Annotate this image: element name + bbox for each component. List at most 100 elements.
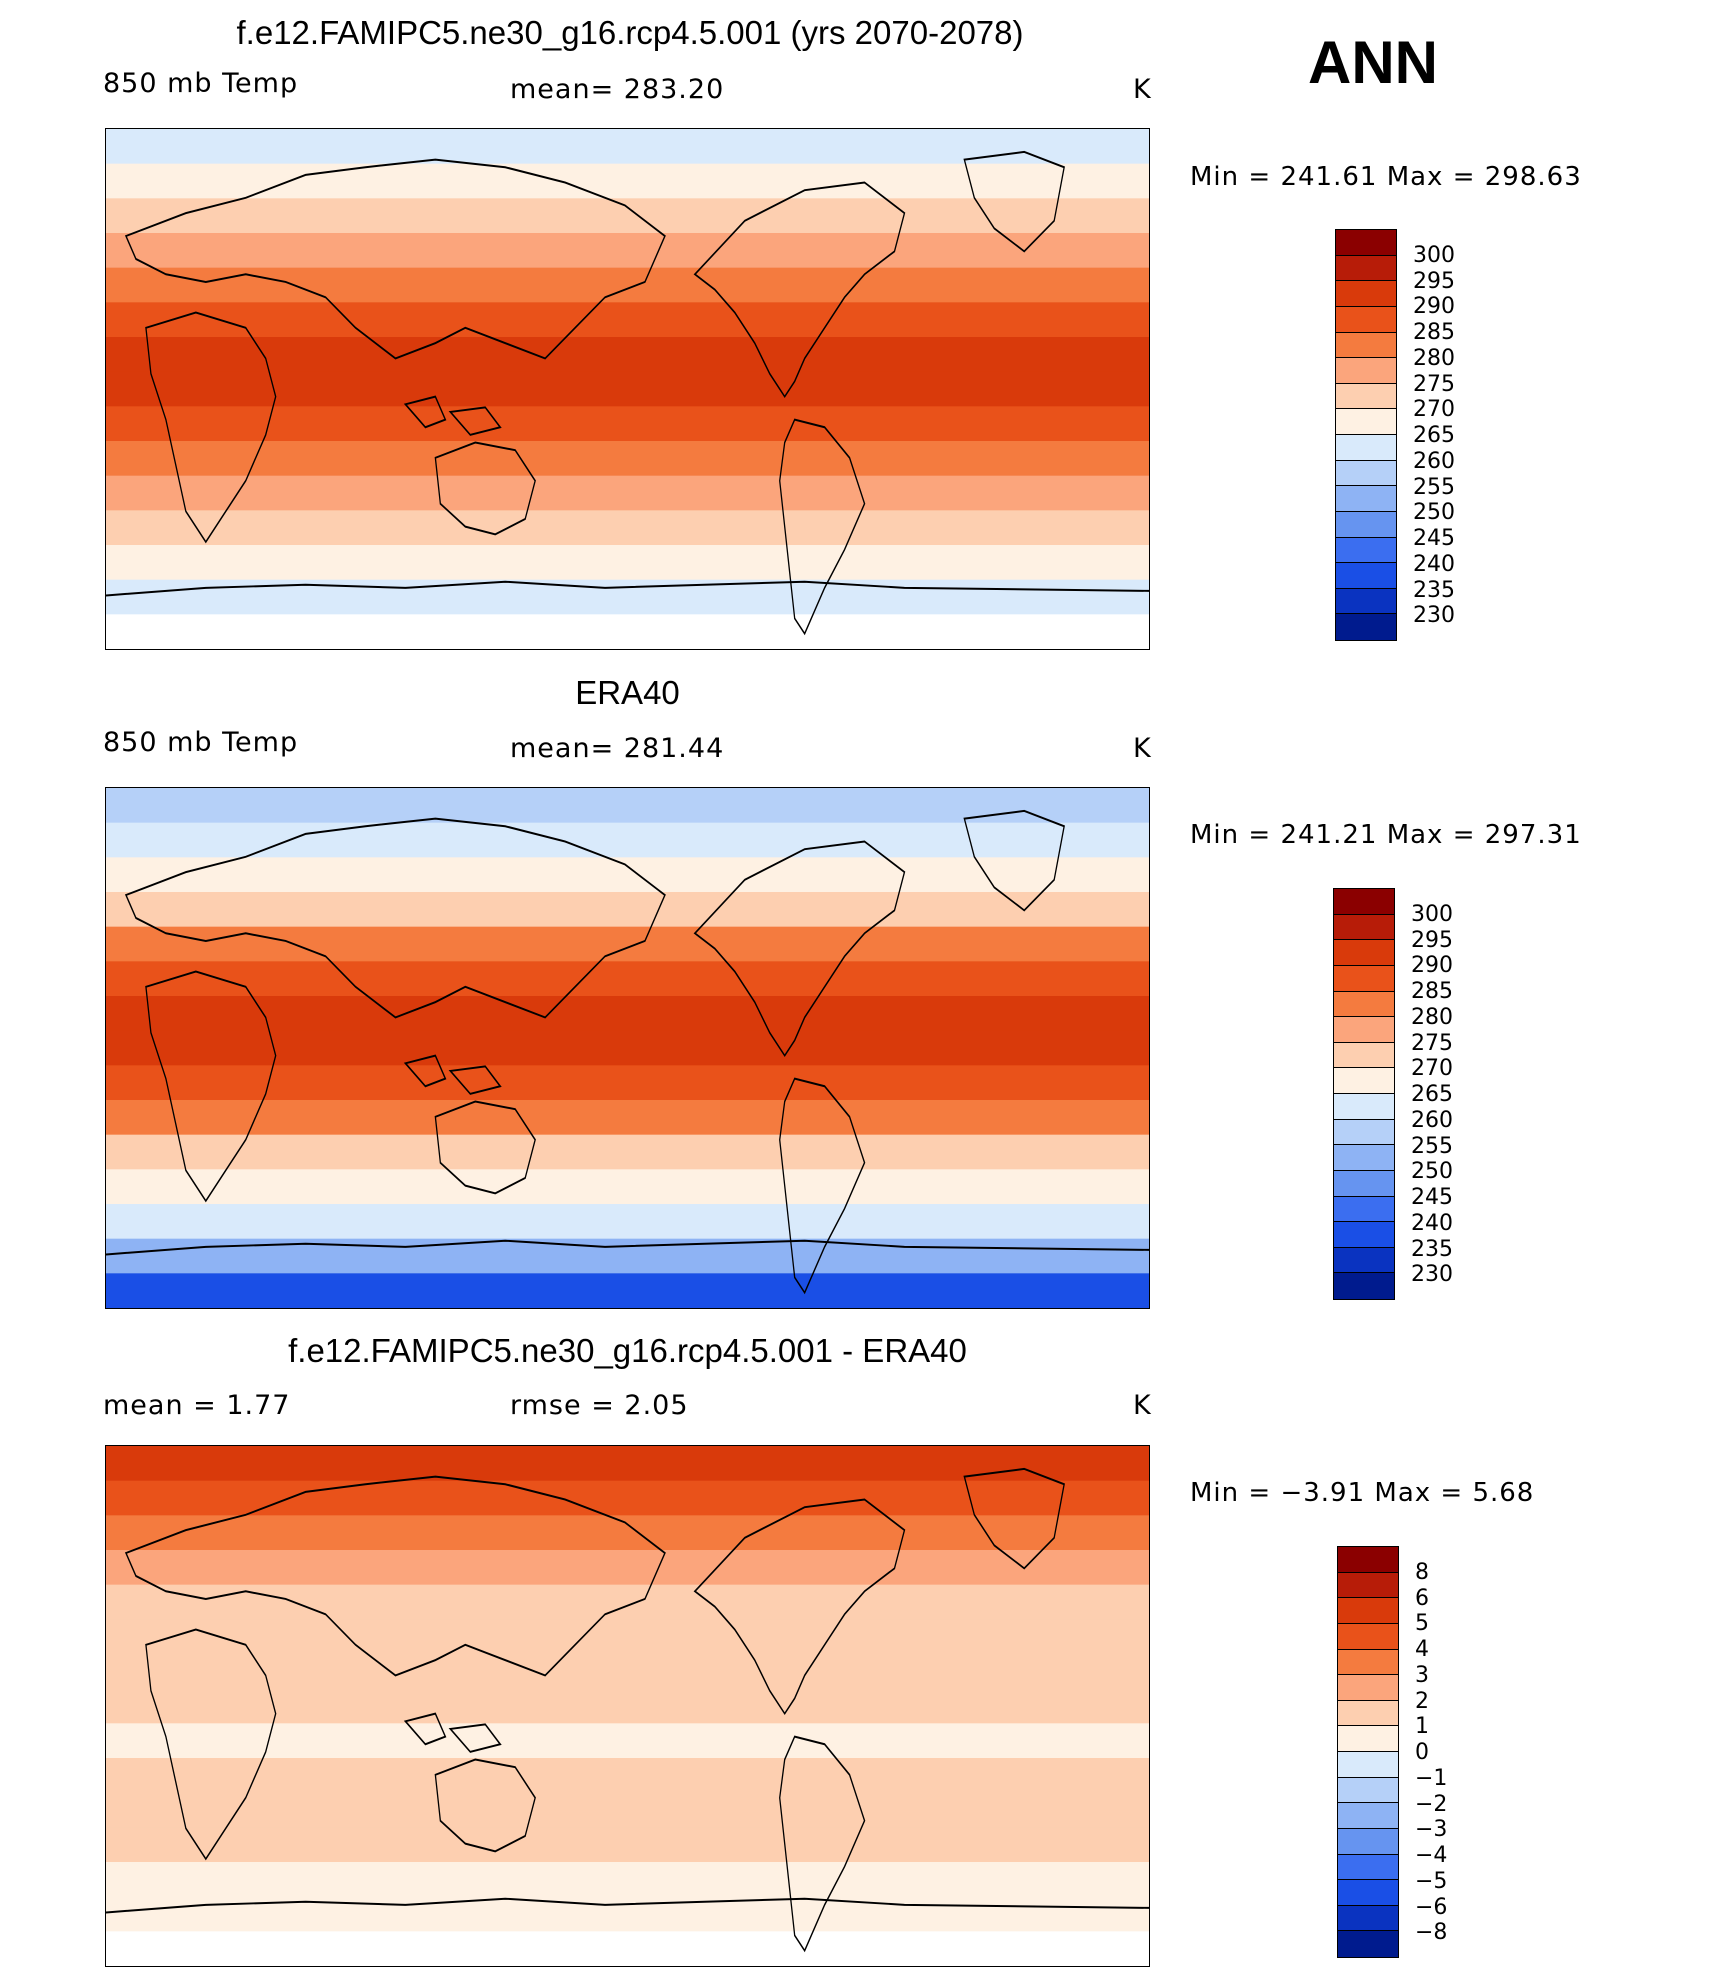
contour-band [106, 233, 1149, 269]
contour-band [106, 857, 1149, 893]
colorbar-swatch [1336, 409, 1396, 435]
colorbar-tick-label: 250 [1413, 500, 1455, 526]
panel-3-colorbar-ticks: 8 6 5 4 3 2 1 0 −1 −2 −3 −4 −5 −6 −8 [1415, 1546, 1495, 1958]
coastline [124, 817, 666, 1019]
contour-band [106, 163, 1149, 200]
colorbar-tick-label: 280 [1411, 1004, 1453, 1030]
contour-band [106, 406, 1149, 442]
panel-3-map [105, 1445, 1150, 1967]
colorbar-swatch [1336, 255, 1396, 282]
colorbar-tick-label: 290 [1413, 294, 1455, 320]
colorbar-tick-label: −4 [1415, 1843, 1448, 1868]
panel-1-mean-label: mean= 283.20 [510, 74, 725, 105]
contour-band [106, 614, 1149, 649]
coastline-group [106, 809, 1149, 1295]
coastline [106, 580, 1149, 597]
coastline [693, 1498, 906, 1716]
colorbar-swatch [1338, 1752, 1398, 1778]
panel-3-mean-label: mean = 1.77 [103, 1390, 291, 1421]
coastline [145, 311, 277, 544]
colorbar-swatch [1336, 460, 1396, 487]
contour-band [106, 1931, 1149, 1966]
contour-band [106, 1896, 1149, 1933]
contour-band [106, 337, 1149, 373]
contour-band [106, 788, 1149, 824]
colorbar-tick-label: 230 [1413, 603, 1455, 629]
colorbar-tick-label: −6 [1415, 1894, 1448, 1920]
contour-band [106, 1273, 1149, 1308]
colorbar-tick-label: 230 [1411, 1262, 1453, 1288]
colorbar-tick-label: −2 [1415, 1791, 1448, 1817]
colorbar-swatch [1338, 1880, 1398, 1906]
contour-band [106, 510, 1149, 546]
coastline [779, 418, 866, 636]
coastline [403, 1054, 447, 1088]
contour-band [106, 1238, 1149, 1275]
contour-band [106, 1446, 1149, 1482]
contour-band [106, 267, 1149, 304]
contour-band [106, 129, 1149, 165]
colorbar-swatch [1334, 1068, 1394, 1094]
coastline [124, 1475, 666, 1677]
contour-band [106, 1480, 1149, 1517]
coastline [145, 1628, 277, 1861]
contour-band [106, 1758, 1149, 1794]
coastline-group [106, 1467, 1149, 1953]
colorbar-swatch [1338, 1905, 1398, 1932]
panel-3-units: K [1133, 1390, 1152, 1421]
colorbar-tick-label: 265 [1413, 423, 1455, 448]
colorbar-swatch [1334, 914, 1394, 941]
colorbar-swatch [1334, 1170, 1394, 1197]
colorbar-swatch [1336, 230, 1396, 256]
colorbar-swatch [1338, 1828, 1398, 1855]
colorbar-tick-label: 285 [1411, 979, 1453, 1004]
colorbar-tick-label: 0 [1415, 1740, 1429, 1765]
colorbar-tick-label: 275 [1411, 1030, 1453, 1056]
contour-band [106, 1827, 1149, 1863]
map-plot [106, 129, 1149, 649]
colorbar-swatch [1338, 1726, 1398, 1752]
coastline [693, 840, 906, 1058]
coastline [145, 970, 277, 1203]
coastline [963, 150, 1065, 253]
panel-1-variable-label: 850 mb Temp [103, 68, 299, 99]
colorbar-tick-label: 6 [1415, 1585, 1429, 1611]
colorbar-swatch [1338, 1547, 1398, 1573]
coastline [403, 395, 447, 429]
panel-3-minmax: Min = −3.91 Max = 5.68 [1190, 1478, 1535, 1508]
colorbar-tick-label: 285 [1413, 320, 1455, 345]
colorbar-tick-label: 255 [1413, 474, 1455, 500]
coastline [434, 441, 536, 536]
coastline [779, 1735, 866, 1953]
colorbar-swatch [1334, 1145, 1394, 1171]
colorbar-swatch [1336, 383, 1396, 410]
panel-2-minmax: Min = 241.21 Max = 297.31 [1190, 820, 1582, 850]
colorbar-tick-label: 250 [1411, 1159, 1453, 1185]
coastline [106, 1897, 1149, 1914]
contour-band [106, 926, 1149, 963]
contour-band [106, 822, 1149, 859]
colorbar-swatch [1338, 1623, 1398, 1650]
panel-3-colorbar [1337, 1546, 1399, 1958]
colorbar-swatch [1334, 1196, 1394, 1223]
colorbar-swatch [1334, 1273, 1394, 1299]
colorbar-tick-label: 235 [1413, 577, 1455, 603]
colorbar-swatch [1336, 614, 1396, 640]
coastline [448, 1065, 502, 1095]
coastline [106, 1239, 1149, 1256]
colorbar-swatch [1338, 1700, 1398, 1727]
panel-2-colorbar [1333, 888, 1395, 1300]
season-label: ANN [1308, 29, 1438, 96]
colorbar-swatch [1338, 1598, 1398, 1624]
contour-band [106, 371, 1149, 408]
panel-1-title: f.e12.FAMIPC5.ne30_g16.rcp4.5.001 (yrs 2… [236, 14, 1024, 51]
colorbar-tick-label: −1 [1415, 1765, 1448, 1791]
colorbar-tick-label: 265 [1411, 1082, 1453, 1107]
colorbar-tick-label: 260 [1411, 1107, 1453, 1133]
colorbar-swatch [1334, 1222, 1394, 1248]
colorbar-tick-label: 255 [1411, 1133, 1453, 1159]
colorbar-swatch [1336, 563, 1396, 589]
colorbar-tick-label: 270 [1411, 1056, 1453, 1082]
colorbar-tick-label: 5 [1415, 1611, 1429, 1637]
contour-band [106, 892, 1149, 928]
